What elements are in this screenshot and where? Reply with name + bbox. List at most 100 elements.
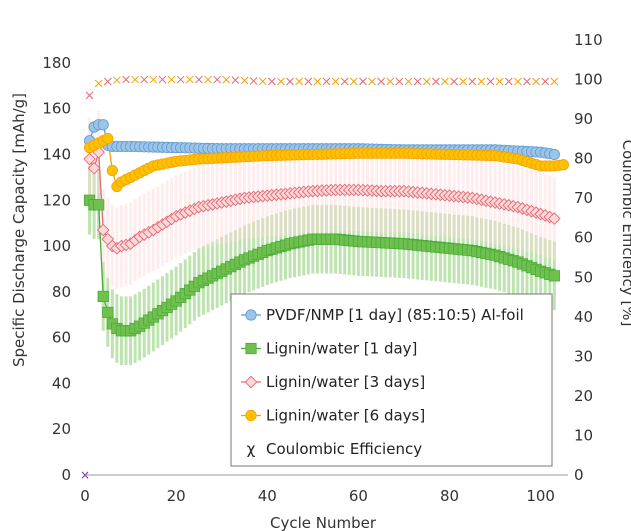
y2-tick-label: 10 <box>574 426 593 444</box>
data-point <box>548 148 560 161</box>
data-point <box>185 75 194 84</box>
data-point <box>87 161 101 175</box>
y2-tick-label: 110 <box>574 31 603 49</box>
data-point <box>222 75 231 84</box>
y-tick-label: 0 <box>61 466 71 484</box>
legend-box <box>230 293 553 467</box>
data-point <box>102 132 114 145</box>
data-point <box>97 290 109 303</box>
data-point <box>213 75 221 84</box>
data-point <box>96 223 110 237</box>
data-point <box>97 119 109 131</box>
legend-marker: χ <box>247 440 256 458</box>
data-point <box>404 77 413 86</box>
x-tick-label: 20 <box>167 487 186 505</box>
data-point <box>495 77 504 86</box>
data-point <box>359 77 367 86</box>
data-point <box>547 212 561 225</box>
data-point <box>176 75 185 84</box>
data-point <box>102 306 114 319</box>
x-tick-label: 40 <box>258 487 277 505</box>
data-point <box>258 77 267 86</box>
data-point <box>122 75 130 84</box>
data-point <box>422 77 431 86</box>
data-point <box>468 77 477 86</box>
data-point <box>541 77 550 86</box>
data-point <box>167 75 176 84</box>
data-point <box>140 75 149 84</box>
data-point <box>286 77 294 86</box>
data-point <box>322 77 331 86</box>
data-point <box>267 77 276 86</box>
y2-tick-label: 0 <box>574 466 584 484</box>
data-point <box>204 75 212 84</box>
y-tick-label: 40 <box>52 374 71 392</box>
data-point <box>486 77 495 86</box>
data-point <box>340 77 349 86</box>
data-point <box>523 77 531 86</box>
y-tick-label: 160 <box>42 100 71 118</box>
data-point <box>304 77 313 86</box>
y-tick-label: 140 <box>42 145 71 163</box>
y-tick-label: 60 <box>52 329 71 347</box>
data-point <box>548 270 560 282</box>
data-point <box>377 77 386 86</box>
data-point <box>94 79 103 88</box>
legend-marker <box>245 342 257 355</box>
data-point <box>313 77 322 86</box>
x-tick-label: 0 <box>80 487 90 505</box>
data-point <box>557 159 570 171</box>
y2-axis-title: Coulombic Efficiency [%] <box>619 140 631 327</box>
data-point <box>158 75 167 84</box>
data-point <box>113 76 121 85</box>
data-point <box>249 77 258 85</box>
data-point <box>331 77 340 86</box>
x-tick-label: 80 <box>440 487 459 505</box>
data-point <box>131 75 139 84</box>
y2-tick-label: 40 <box>574 308 593 326</box>
legend-label: Lignin/water [1 day] <box>266 340 417 358</box>
data-point <box>550 77 559 86</box>
y-axis-title: Specific Discharge Capacity [mAh/g] <box>10 93 28 367</box>
y2-tick-label: 20 <box>574 387 593 405</box>
legend-marker <box>244 375 258 389</box>
data-point <box>413 77 422 86</box>
data-point <box>386 77 395 86</box>
data-point <box>459 77 468 86</box>
legend-label: PVDF/NMP [1 day] (85:10:5) Al-foil <box>266 306 524 324</box>
data-point <box>532 77 540 86</box>
data-point <box>514 77 522 86</box>
legend-label: Lignin/water [3 days] <box>266 373 425 391</box>
legend-label: Lignin/water [6 days] <box>266 407 425 425</box>
y-tick-label: 180 <box>42 54 71 72</box>
legend: PVDF/NMP [1 day] (85:10:5) Al-foil Lignin… <box>230 293 553 467</box>
data-point <box>231 76 240 84</box>
data-point <box>195 75 203 84</box>
x-tick-label: 60 <box>349 487 368 505</box>
data-point <box>240 76 249 85</box>
y2-tick-label: 100 <box>574 71 603 89</box>
data-point <box>106 164 118 177</box>
y2-tick-label: 90 <box>574 110 593 128</box>
y2-tick-label: 50 <box>574 268 593 286</box>
y-tick-label: 120 <box>42 191 71 209</box>
y-tick-label: 80 <box>52 283 71 301</box>
y2-tick-label: 60 <box>574 229 593 247</box>
data-point <box>83 152 96 166</box>
data-point <box>149 75 158 84</box>
data-point <box>85 91 94 100</box>
tick-labels: 0 20 40 60 80 100 0 20 40 60 80 100 120 140 160 180 0 10 2… <box>42 31 602 505</box>
data-point <box>368 77 376 86</box>
data-point <box>103 77 112 86</box>
legend-label: Coulombic Efficiency <box>266 440 422 458</box>
data-point <box>450 77 458 86</box>
legend-marker <box>245 309 257 321</box>
data-point <box>295 77 304 86</box>
x-axis-title: Cycle Number <box>270 514 377 531</box>
data-point <box>277 77 285 86</box>
y2-tick-label: 80 <box>574 150 593 168</box>
data-point <box>395 77 404 86</box>
data-point <box>349 77 358 86</box>
series-markers: × <box>80 75 570 482</box>
